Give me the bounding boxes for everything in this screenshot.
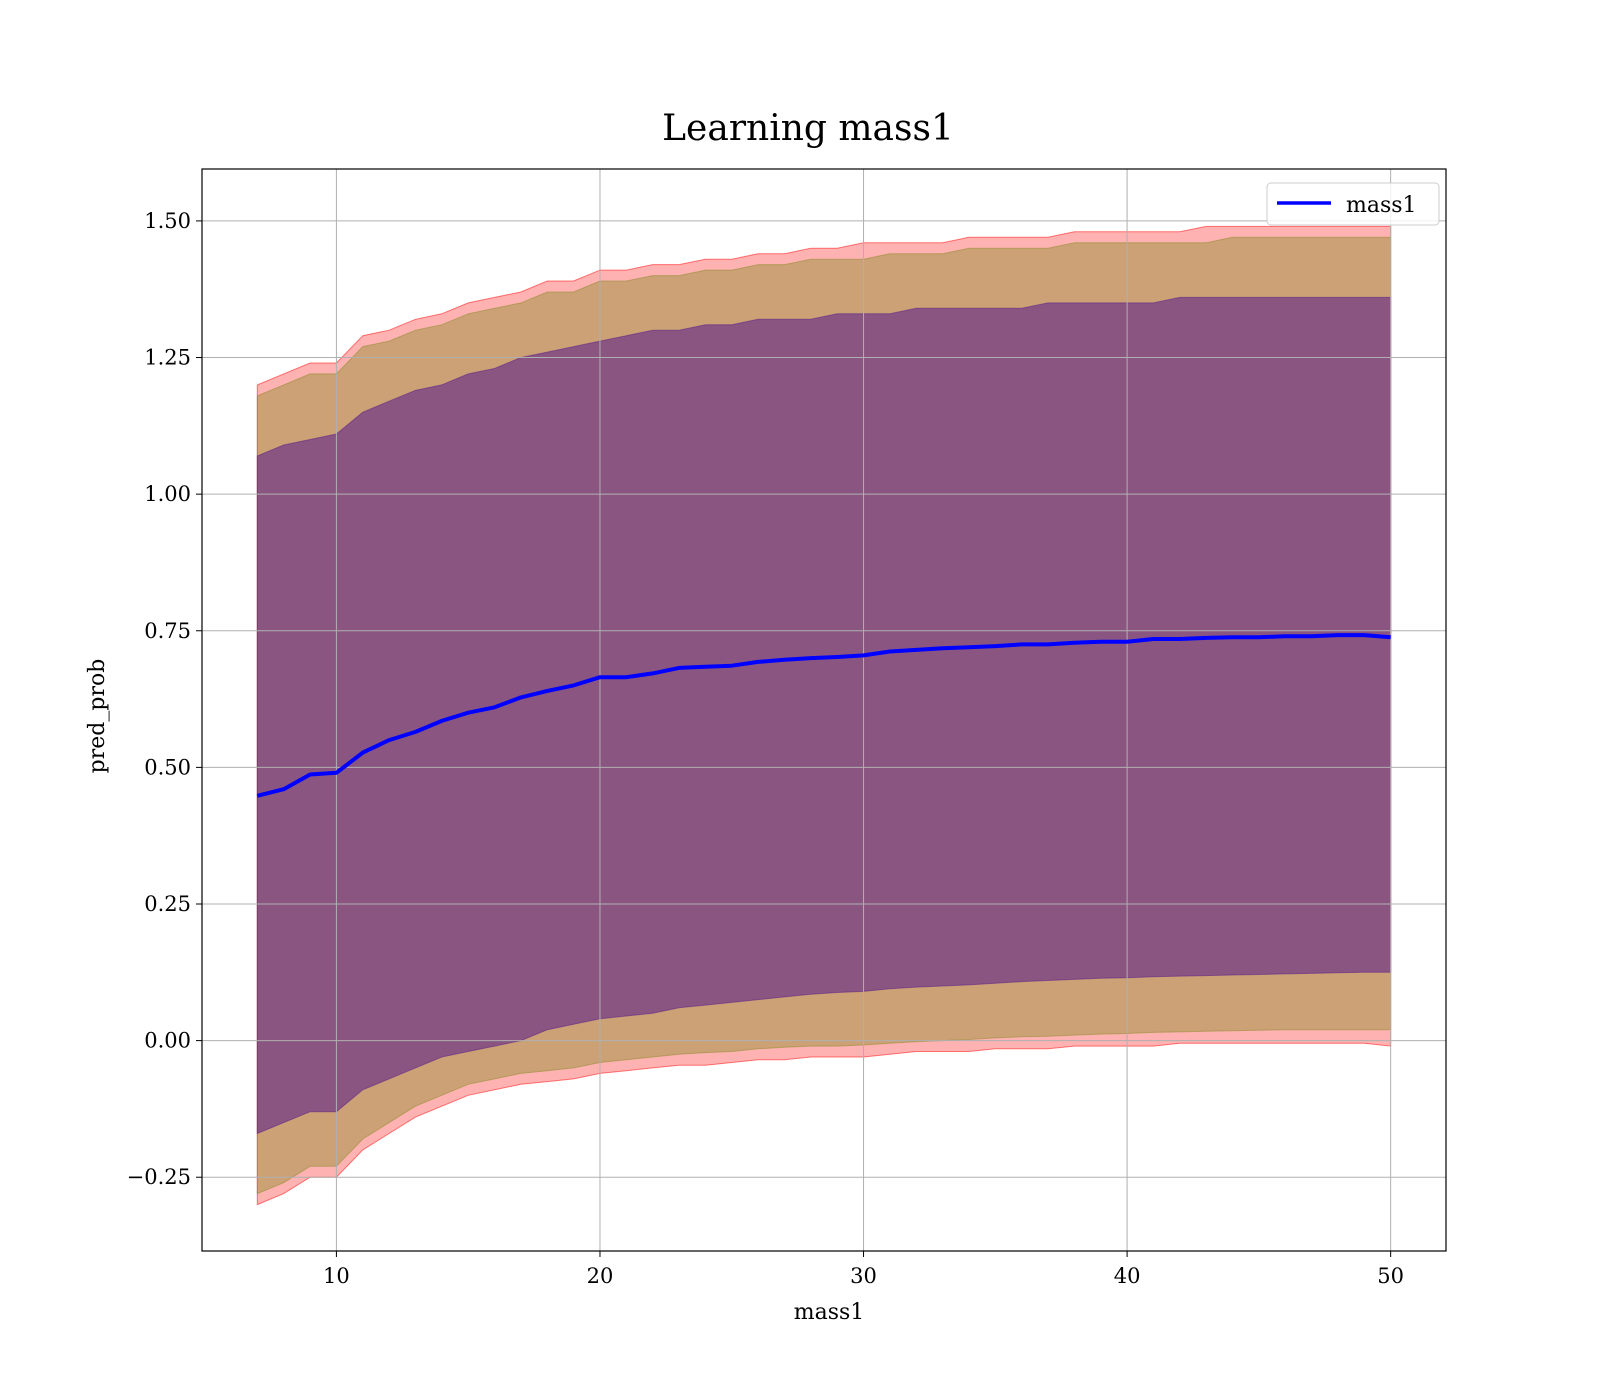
- x-tick-label: 40: [1114, 1264, 1141, 1288]
- y-tick-label: −0.25: [127, 1165, 191, 1189]
- x-tick-label: 50: [1377, 1264, 1404, 1288]
- x-tick-label: 20: [587, 1264, 614, 1288]
- x-tick-label: 10: [323, 1264, 350, 1288]
- chart-title: Learning mass1: [662, 108, 954, 149]
- legend: mass1: [1266, 182, 1440, 226]
- grid: [202, 169, 1446, 1251]
- y-axis-label: pred_prob: [85, 659, 110, 774]
- series-line-mass1: [256, 633, 1391, 798]
- y-tick-label: 0.75: [144, 619, 191, 643]
- y-tick-label: 1.50: [144, 209, 191, 233]
- series-lines: [256, 633, 1391, 798]
- y-tick-label: 0.25: [144, 892, 191, 916]
- x-axis-label: mass1: [794, 1300, 865, 1325]
- axis-ticks: 10 20 30 40 50 −0.25 0.00 0.25 0.50 0.75 1.00 1.25 1…: [127, 209, 1404, 1288]
- y-tick-label: 1.00: [144, 482, 191, 506]
- plot-frame: [201, 168, 1447, 1252]
- legend-label-mass1: mass1: [1346, 193, 1417, 218]
- confidence-bands: [256, 225, 1392, 1206]
- y-tick-label: 0.50: [144, 755, 191, 779]
- legend-box: [1266, 182, 1440, 226]
- y-tick-label: 0.00: [144, 1029, 191, 1053]
- y-tick-label: 1.25: [144, 346, 191, 370]
- x-tick-label: 30: [850, 1264, 877, 1288]
